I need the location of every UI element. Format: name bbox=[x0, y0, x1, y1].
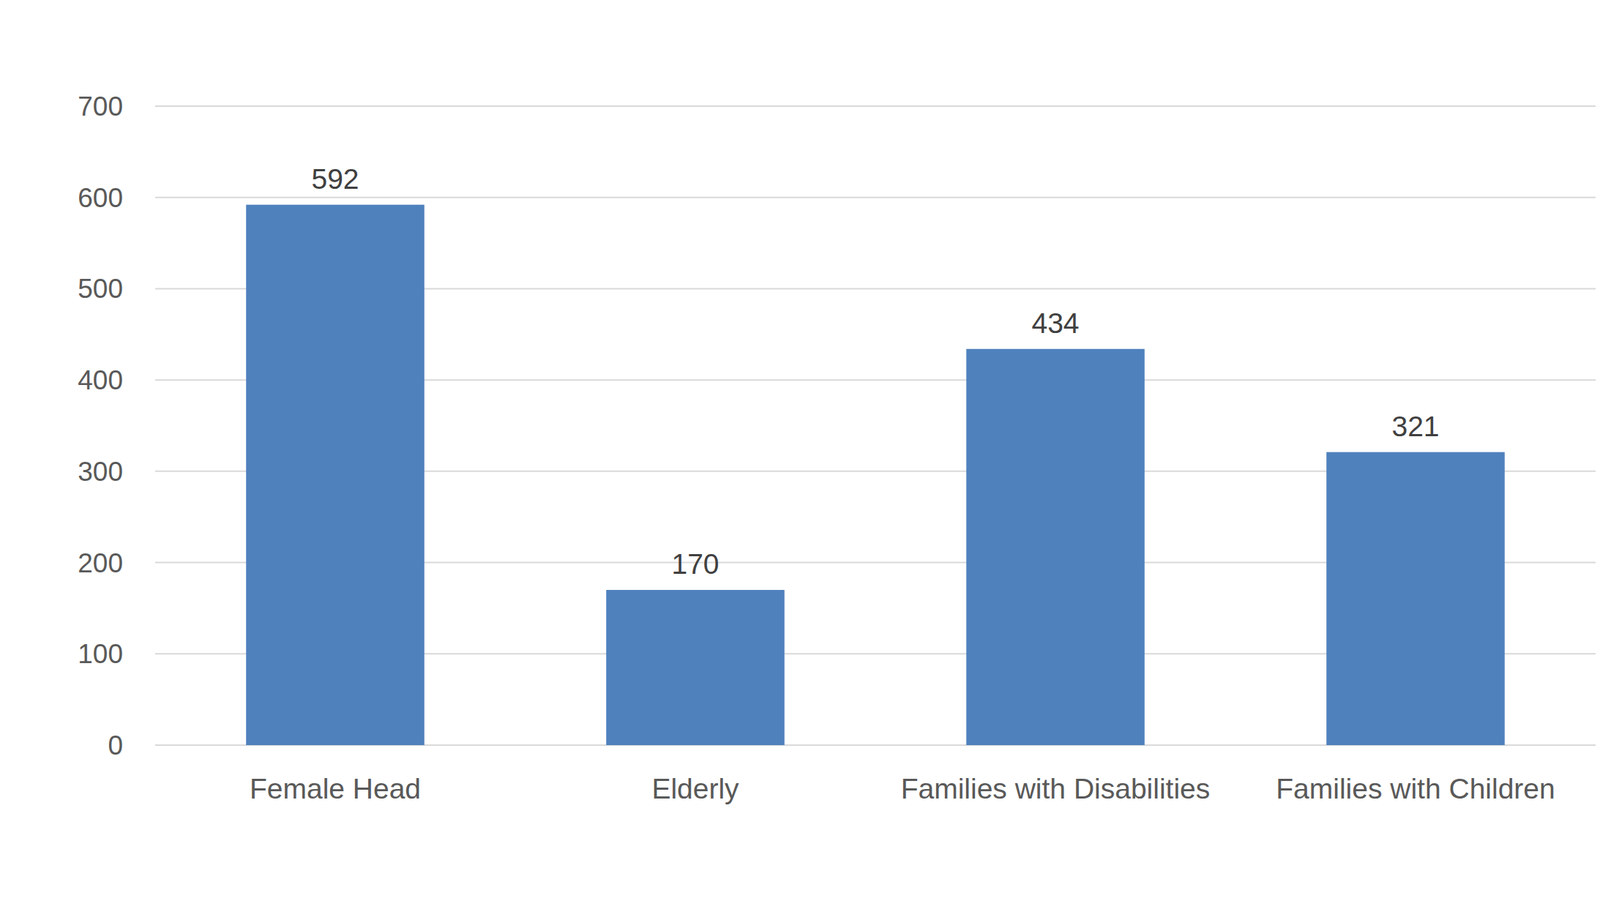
bar bbox=[245, 204, 425, 746]
y-tick-label: 400 bbox=[77, 365, 123, 396]
chart: 0 100 200 300 400 500 600 700 592 Female Head 170 E… bbox=[0, 0, 1600, 912]
y-tick-label: 700 bbox=[77, 91, 123, 122]
x-tick-label: Elderly bbox=[651, 772, 740, 805]
data-label: 592 bbox=[311, 163, 359, 195]
bar bbox=[606, 589, 785, 746]
x-tick-label: Female Head bbox=[249, 772, 421, 805]
x-tick-label: Families with Disabilities bbox=[901, 772, 1211, 805]
y-tick-label: 100 bbox=[77, 638, 123, 669]
y-tick-label: 300 bbox=[77, 456, 123, 487]
grid-line bbox=[155, 196, 1596, 199]
y-tick-label: 500 bbox=[77, 273, 123, 304]
bar bbox=[1326, 452, 1505, 746]
data-label: 434 bbox=[1031, 307, 1079, 339]
data-label: 321 bbox=[1391, 410, 1439, 443]
y-tick-label: 200 bbox=[77, 548, 123, 579]
bar bbox=[966, 349, 1145, 746]
bars bbox=[245, 204, 1505, 746]
grid-line bbox=[155, 105, 1596, 107]
x-tick-label: Families with Children bbox=[1275, 772, 1555, 805]
data-label: 170 bbox=[671, 548, 719, 580]
y-tick-label: 600 bbox=[77, 182, 123, 213]
y-tick-label: 0 bbox=[107, 730, 123, 761]
